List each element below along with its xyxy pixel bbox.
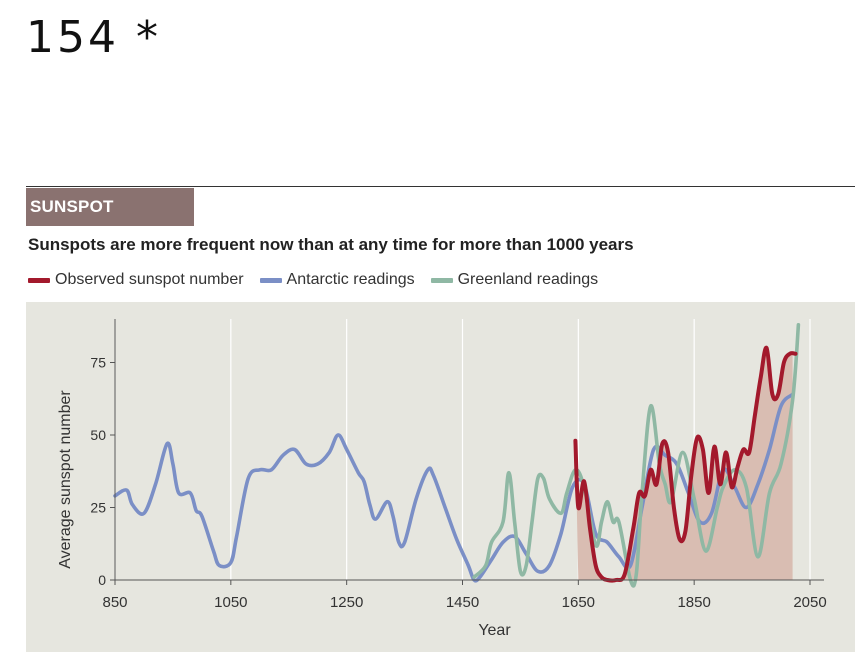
page-number: 154 * <box>26 12 161 63</box>
legend-label-antarctic: Antarctic readings <box>286 271 415 288</box>
legend-swatch-observed <box>28 277 50 283</box>
section-divider <box>26 186 855 187</box>
legend-label-observed: Observed sunspot number <box>55 271 244 288</box>
y-tick-label-50: 50 <box>90 427 106 443</box>
chart-subtitle: Sunspots are more frequent now than at a… <box>28 235 634 254</box>
x-tick-label-1450: 1450 <box>446 594 479 611</box>
y-tick-label-25: 25 <box>90 500 106 516</box>
legend-swatch-greenland <box>430 277 453 283</box>
x-tick-label-1250: 1250 <box>330 594 363 611</box>
x-tick-label-1050: 1050 <box>214 594 247 611</box>
x-tick-label-2050: 2050 <box>793 594 826 611</box>
series-line-antarctic <box>113 392 795 583</box>
chart-container: 0 25 50 75 850 1050 1250 1450 1650 1850 2050 Year Av… <box>26 302 855 652</box>
legend-item-greenland: Greenland readings <box>430 271 599 289</box>
x-tick-label-850: 850 <box>102 594 127 611</box>
legend-item-observed: Observed sunspot number <box>28 271 244 289</box>
section-tag: SUNSPOT ACTIVITY <box>26 188 194 254</box>
sunspot-chart: 0 25 50 75 850 1050 1250 1450 1650 1850 2050 Year Av… <box>26 302 855 652</box>
x-tick-label-1650: 1650 <box>562 594 595 611</box>
legend-swatch-antarctic <box>259 277 282 283</box>
series-line-greenland <box>472 323 801 588</box>
chart-legend: Observed sunspot number Antarctic readin… <box>28 271 614 289</box>
y-tick-label-0: 0 <box>98 572 106 588</box>
legend-item-antarctic: Antarctic readings <box>259 271 415 289</box>
y-axis-label: Average sunspot number <box>57 390 74 569</box>
observed-shaded-area <box>575 347 796 581</box>
x-axis-label: Year <box>478 622 511 639</box>
y-tick-label-75: 75 <box>90 355 106 371</box>
x-tick-label-1850: 1850 <box>677 594 710 611</box>
legend-label-greenland: Greenland readings <box>457 271 599 288</box>
